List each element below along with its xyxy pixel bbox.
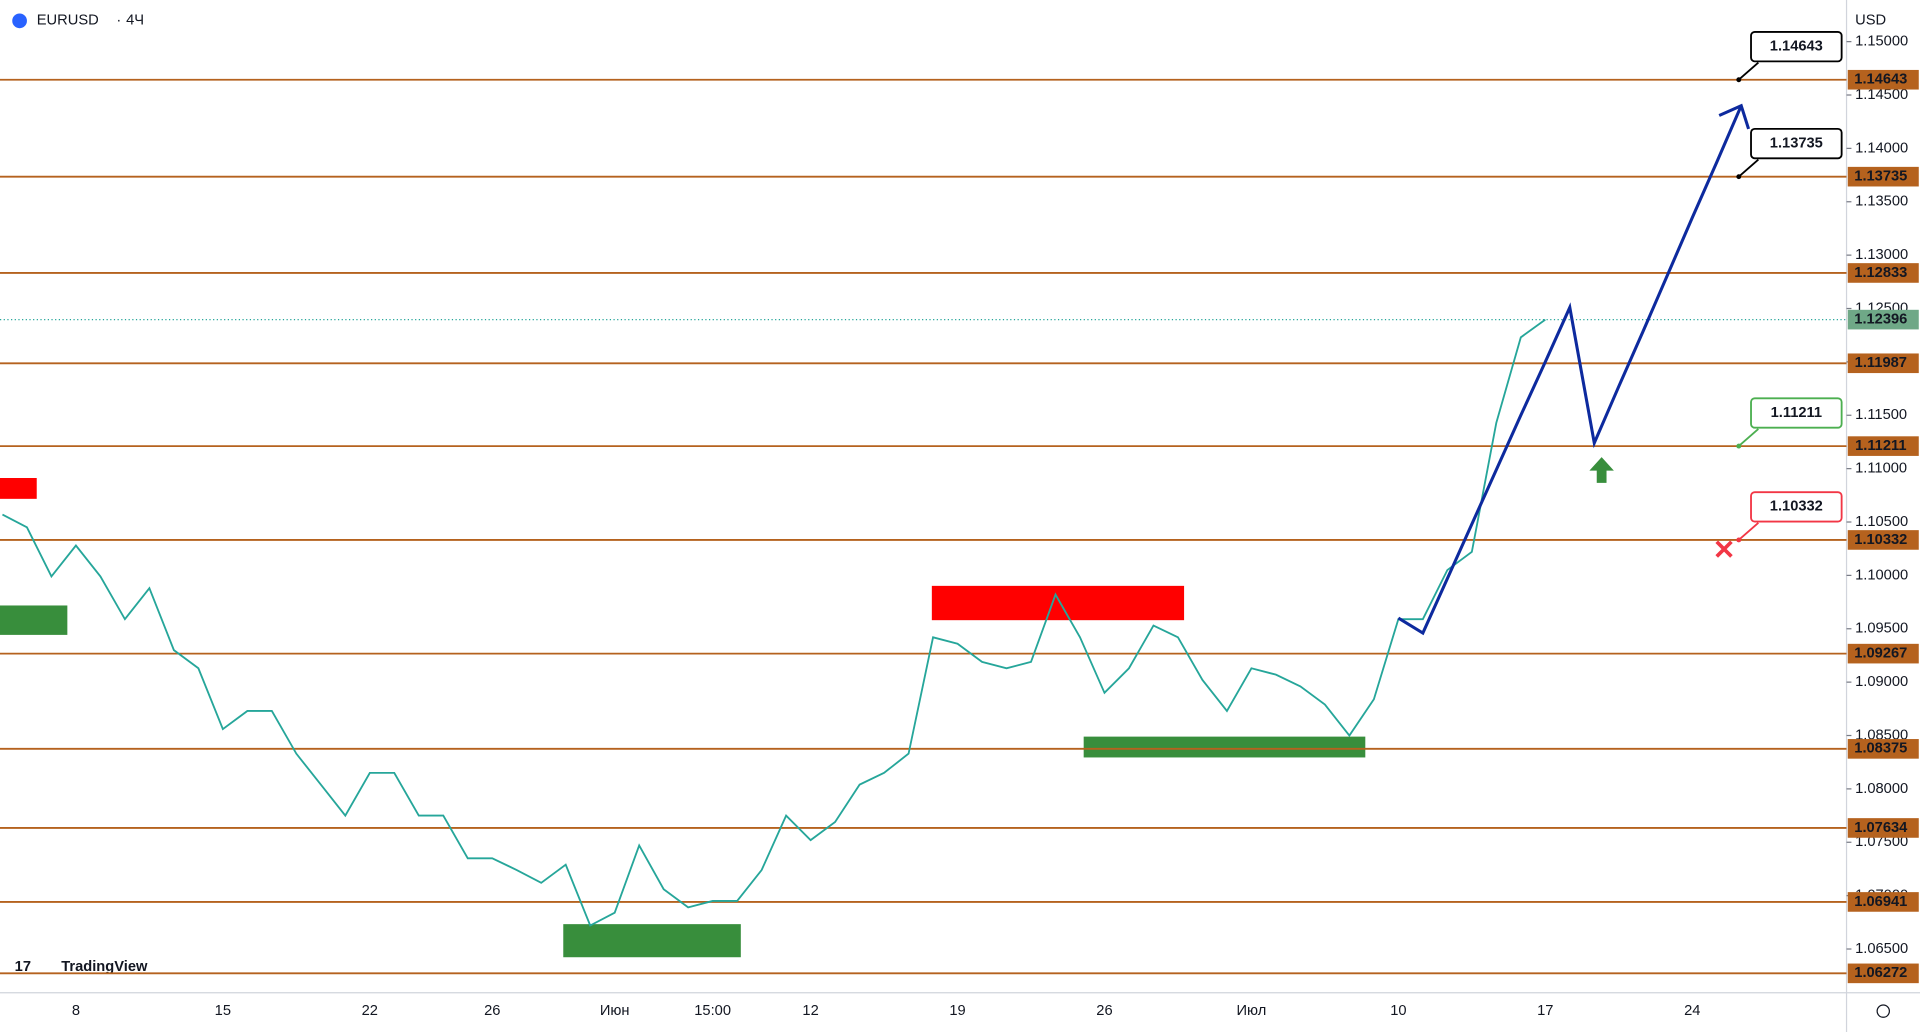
level-label: 1.14643 xyxy=(1854,72,1907,88)
annotation-pointer xyxy=(1738,158,1759,178)
x-tick-label: Июн xyxy=(600,1003,630,1019)
level-label: 1.07634 xyxy=(1854,820,1908,836)
logo-mark: 17 xyxy=(15,959,31,975)
level-label: 1.13735 xyxy=(1854,169,1907,185)
level-label: 1.06272 xyxy=(1854,965,1907,981)
symbol: EURUSD xyxy=(37,13,99,29)
y-tick-label: 1.14500 xyxy=(1855,87,1908,103)
supply-zone xyxy=(0,478,37,499)
currency: USD xyxy=(1855,13,1886,29)
level-label: 1.10332 xyxy=(1854,532,1907,548)
y-tick-label: 1.13500 xyxy=(1855,194,1908,210)
level-label-box xyxy=(1847,530,1919,550)
brand: TradingView xyxy=(61,959,148,975)
y-tick-label: 1.10500 xyxy=(1855,514,1908,530)
level-label-box xyxy=(1847,69,1919,90)
y-tick-label: 1.10000 xyxy=(1855,567,1908,583)
y-tick-label: 1.06500 xyxy=(1855,941,1908,957)
x-tick-label: 15:00 xyxy=(694,1003,731,1019)
x-tick-label: 10 xyxy=(1390,1003,1406,1019)
x-tick-label: 8 xyxy=(72,1003,80,1019)
x-tick-label: 15 xyxy=(215,1003,231,1019)
demand-zone xyxy=(563,924,741,958)
y-tick-label: 1.09000 xyxy=(1855,674,1908,690)
annotation-box xyxy=(1750,127,1843,160)
interval: 4Ч xyxy=(126,13,144,29)
annotation-pointer xyxy=(1738,428,1759,447)
stop-cross xyxy=(1715,540,1733,558)
level-label-box xyxy=(1847,436,1919,456)
level-label-box xyxy=(1847,892,1919,912)
level-label: 1.12833 xyxy=(1854,265,1907,281)
last-price-label: 1.12396 xyxy=(1854,311,1907,327)
annotation-pointer xyxy=(1738,522,1759,541)
level-label: 1.08375 xyxy=(1854,741,1907,757)
annotation-box xyxy=(1750,31,1843,63)
supply-zone xyxy=(931,585,1185,621)
y-tick-label: 1.09500 xyxy=(1855,621,1908,637)
level-label-box xyxy=(1847,963,1919,984)
level-label: 1.09267 xyxy=(1854,646,1907,662)
buy-arrow xyxy=(1589,457,1614,483)
level-label-box xyxy=(1847,739,1919,759)
level-label-box xyxy=(1847,818,1919,838)
annotation-label: 1.10332 xyxy=(1770,499,1823,515)
y-tick-label: 1.11000 xyxy=(1855,461,1907,477)
separator: · xyxy=(116,13,121,29)
last-price-box xyxy=(1847,309,1919,330)
x-tick-label: 12 xyxy=(802,1003,818,1019)
level-label-box xyxy=(1847,166,1919,187)
annotation-box xyxy=(1750,397,1843,429)
demand-zone xyxy=(0,605,68,635)
x-tick-label: 26 xyxy=(1096,1003,1112,1019)
annotation-box xyxy=(1750,491,1843,523)
y-tick-label: 1.13000 xyxy=(1855,247,1908,263)
x-tick-label: 26 xyxy=(484,1003,500,1019)
settings-icon[interactable] xyxy=(1876,1004,1890,1018)
x-tick-label: 17 xyxy=(1537,1003,1553,1019)
x-tick-label: Июл xyxy=(1237,1003,1267,1019)
x-tick-label: 22 xyxy=(362,1003,378,1019)
y-tick-label: 1.14000 xyxy=(1855,140,1908,156)
symbol-icon xyxy=(12,13,27,29)
y-tick-label: 1.07500 xyxy=(1855,834,1908,850)
y-tick-label: 1.15000 xyxy=(1855,34,1908,50)
y-tick-label: 1.08000 xyxy=(1855,781,1908,797)
annotation-label: 1.14643 xyxy=(1770,39,1823,55)
level-label-box xyxy=(1847,263,1919,283)
projection-arrowhead xyxy=(1718,103,1751,130)
level-label: 1.11987 xyxy=(1855,355,1907,371)
annotation-pointer xyxy=(1738,61,1759,81)
level-label-box xyxy=(1847,643,1919,664)
level-label-box xyxy=(1847,353,1919,374)
x-tick-label: 19 xyxy=(949,1003,965,1019)
annotation-label: 1.13735 xyxy=(1770,135,1823,151)
x-tick-label: 24 xyxy=(1684,1003,1700,1019)
level-label: 1.11211 xyxy=(1855,438,1906,454)
y-tick-label: 1.11500 xyxy=(1855,407,1907,423)
price-line xyxy=(2,318,1546,927)
level-label: 1.06941 xyxy=(1854,894,1907,910)
projection-line xyxy=(1397,105,1743,636)
demand-zone xyxy=(1083,736,1366,758)
annotation-label: 1.11211 xyxy=(1771,405,1822,421)
